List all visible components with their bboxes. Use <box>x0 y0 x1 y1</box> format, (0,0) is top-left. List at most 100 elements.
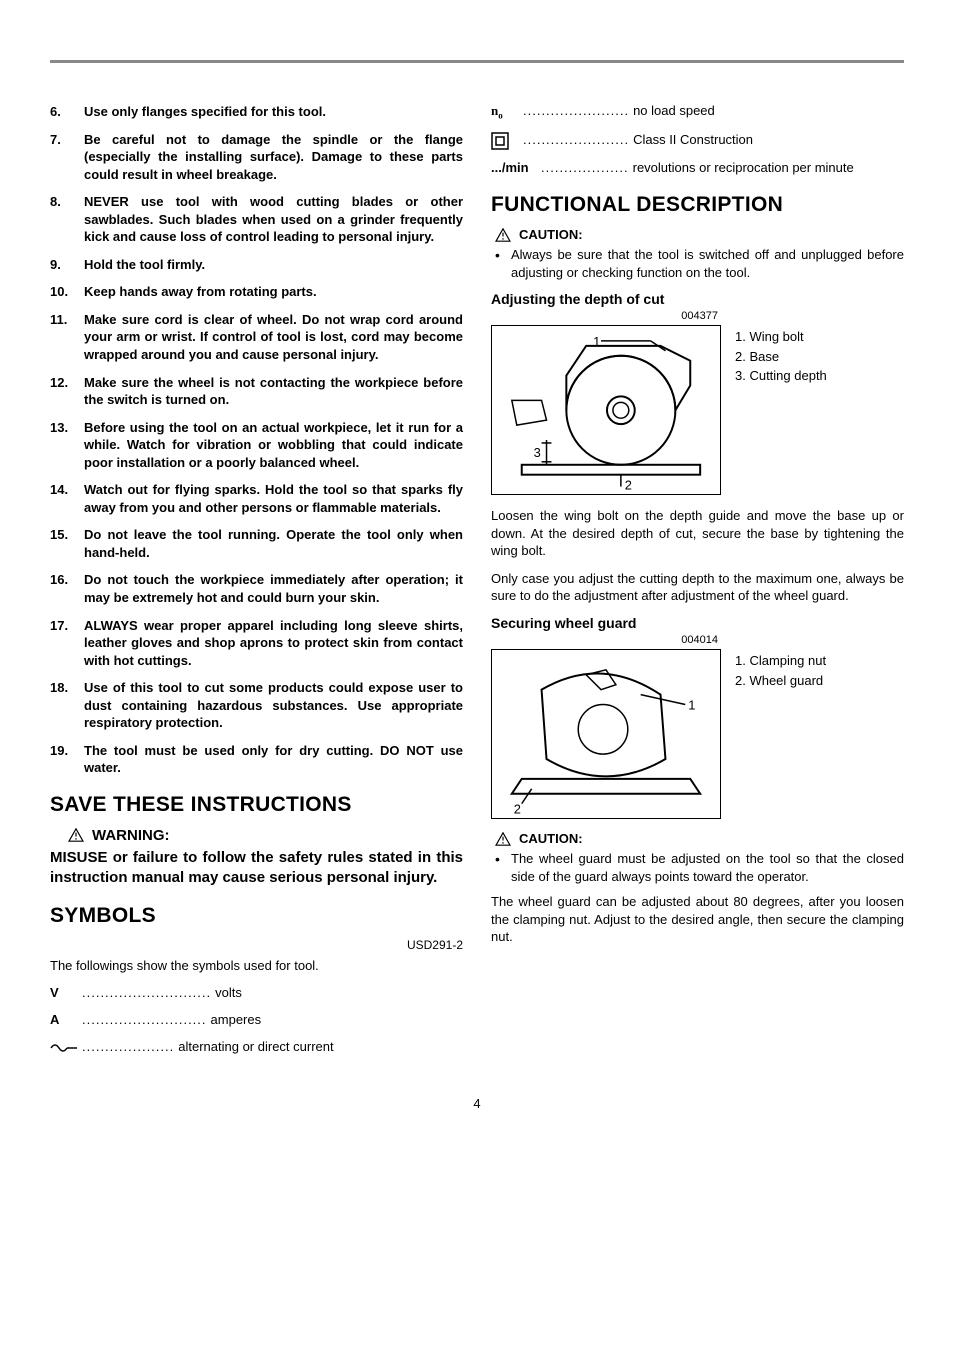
legend-item: 2. Wheel guard <box>735 671 826 691</box>
rule-item: 7.Be careful not to damage the spindle o… <box>50 131 463 184</box>
rule-item: 8.NEVER use tool with wood cutting blade… <box>50 193 463 246</box>
figure-2-frame: 004014 1 2 <box>491 649 721 819</box>
rule-text: Do not touch the workpiece immediately a… <box>84 571 463 606</box>
symbol-dots: .................... <box>82 1039 178 1056</box>
svg-text:2: 2 <box>514 802 521 817</box>
symbol-dots: ....................... <box>523 132 633 149</box>
figure-1-diagram: 1 3 2 <box>492 326 720 495</box>
caution-block: CAUTION: The wheel guard must be adjuste… <box>491 831 904 885</box>
rule-item: 12.Make sure the wheel is not contacting… <box>50 374 463 409</box>
secure-paragraph: The wheel guard can be adjusted about 80… <box>491 893 904 946</box>
rule-text: The tool must be used only for dry cutti… <box>84 742 463 777</box>
caution-list: The wheel guard must be adjusted on the … <box>491 850 904 885</box>
legend-item: 1. Clamping nut <box>735 651 826 671</box>
caution-label: CAUTION: <box>519 227 583 242</box>
rule-text: ALWAYS wear proper apparel including lon… <box>84 617 463 670</box>
figure-2-legend: 1. Clamping nut 2. Wheel guard <box>735 649 826 819</box>
svg-text:3: 3 <box>534 445 541 460</box>
symbol-row: V ............................ volts <box>50 985 463 1002</box>
rule-item: 6.Use only flanges specified for this to… <box>50 103 463 121</box>
adjust-paragraph-1: Loosen the wing bolt on the depth guide … <box>491 507 904 560</box>
rule-number: 13. <box>50 419 84 472</box>
svg-text:1: 1 <box>593 334 600 349</box>
rule-item: 17.ALWAYS wear proper apparel including … <box>50 617 463 670</box>
symbol-desc: alternating or direct current <box>178 1039 463 1056</box>
symbol-v: V <box>50 985 82 1002</box>
symbol-permin: .../min <box>491 160 541 177</box>
caution-triangle-icon <box>495 228 511 242</box>
symbol-row: ....................... Class II Constru… <box>491 132 904 150</box>
adjust-paragraph-2: Only case you adjust the cutting depth t… <box>491 570 904 605</box>
svg-text:1: 1 <box>688 697 695 712</box>
rule-text: Be careful not to damage the spindle or … <box>84 131 463 184</box>
rule-number: 14. <box>50 481 84 516</box>
symbol-desc: amperes <box>211 1012 463 1029</box>
symbol-desc: no load speed <box>633 103 904 120</box>
rule-number: 17. <box>50 617 84 670</box>
rule-text: Watch out for flying sparks. Hold the to… <box>84 481 463 516</box>
left-column: 6.Use only flanges specified for this to… <box>50 103 463 1066</box>
legend-item: 2. Base <box>735 347 827 367</box>
rule-number: 10. <box>50 283 84 301</box>
symbol-class2-icon <box>491 132 523 150</box>
symbol-row: A ........................... amperes <box>50 1012 463 1029</box>
caution-heading: CAUTION: <box>495 227 904 242</box>
legend-item: 3. Cutting depth <box>735 366 827 386</box>
rule-text: Keep hands away from rotating parts. <box>84 283 463 301</box>
functional-description-heading: FUNCTIONAL DESCRIPTION <box>491 193 904 217</box>
symbol-dots: ................... <box>541 160 633 177</box>
rule-number: 11. <box>50 311 84 364</box>
figure-2-diagram: 1 2 <box>492 650 720 819</box>
rule-text: Do not leave the tool running. Operate t… <box>84 526 463 561</box>
symbol-dots: ....................... <box>523 103 633 120</box>
legend-item: 1. Wing bolt <box>735 327 827 347</box>
symbol-row: no ....................... no load speed <box>491 103 904 122</box>
symbol-row: .../min ................... revolutions … <box>491 160 904 177</box>
rule-text: NEVER use tool with wood cutting blades … <box>84 193 463 246</box>
rule-number: 9. <box>50 256 84 274</box>
symbol-desc: Class II Construction <box>633 132 904 149</box>
warning-body: MISUSE or failure to follow the safety r… <box>50 848 463 889</box>
rule-number: 18. <box>50 679 84 732</box>
caution-block: CAUTION: Always be sure that the tool is… <box>491 227 904 281</box>
rule-item: 19.The tool must be used only for dry cu… <box>50 742 463 777</box>
symbol-dots: ............................ <box>82 985 215 1002</box>
caution-triangle-icon <box>495 832 511 846</box>
rule-item: 10.Keep hands away from rotating parts. <box>50 283 463 301</box>
save-instructions-heading: SAVE THESE INSTRUCTIONS <box>50 793 463 817</box>
symbols-heading: SYMBOLS <box>50 904 463 928</box>
figure-1-frame: 004377 1 3 2 <box>491 325 721 495</box>
adjusting-depth-heading: Adjusting the depth of cut <box>491 291 904 307</box>
page-number: 4 <box>50 1096 904 1111</box>
two-column-layout: 6.Use only flanges specified for this to… <box>50 103 904 1066</box>
caution-label: CAUTION: <box>519 831 583 846</box>
caution-list: Always be sure that the tool is switched… <box>491 246 904 281</box>
warning-heading: WARNING: <box>68 827 463 844</box>
symbol-n0-icon: no <box>491 103 523 122</box>
safety-rules-list: 6.Use only flanges specified for this to… <box>50 103 463 777</box>
caution-item: The wheel guard must be adjusted on the … <box>511 850 904 885</box>
rule-text: Make sure cord is clear of wheel. Do not… <box>84 311 463 364</box>
figure-2-block: 004014 1 2 1. Clamping nut 2. Wheel guar… <box>491 649 904 819</box>
rule-text: Hold the tool firmly. <box>84 256 463 274</box>
rule-text: Use of this tool to cut some products co… <box>84 679 463 732</box>
symbol-row: .................... alternating or dire… <box>50 1039 463 1056</box>
caution-heading: CAUTION: <box>495 831 904 846</box>
rule-text: Before using the tool on an actual workp… <box>84 419 463 472</box>
rule-number: 7. <box>50 131 84 184</box>
figure-1-legend: 1. Wing bolt 2. Base 3. Cutting depth <box>735 325 827 495</box>
rule-number: 8. <box>50 193 84 246</box>
rule-number: 19. <box>50 742 84 777</box>
figure-1-block: 004377 1 3 2 <box>491 325 904 495</box>
caution-item: Always be sure that the tool is switched… <box>511 246 904 281</box>
figure-2-code: 004014 <box>681 634 718 646</box>
symbol-acdc-icon <box>50 1039 82 1056</box>
rule-item: 14.Watch out for flying sparks. Hold the… <box>50 481 463 516</box>
right-column: no ....................... no load speed… <box>491 103 904 1066</box>
symbols-code: USD291-2 <box>50 938 463 952</box>
svg-text:2: 2 <box>625 478 632 493</box>
rule-item: 13.Before using the tool on an actual wo… <box>50 419 463 472</box>
rule-item: 9.Hold the tool firmly. <box>50 256 463 274</box>
symbols-intro: The followings show the symbols used for… <box>50 958 463 973</box>
rule-number: 12. <box>50 374 84 409</box>
